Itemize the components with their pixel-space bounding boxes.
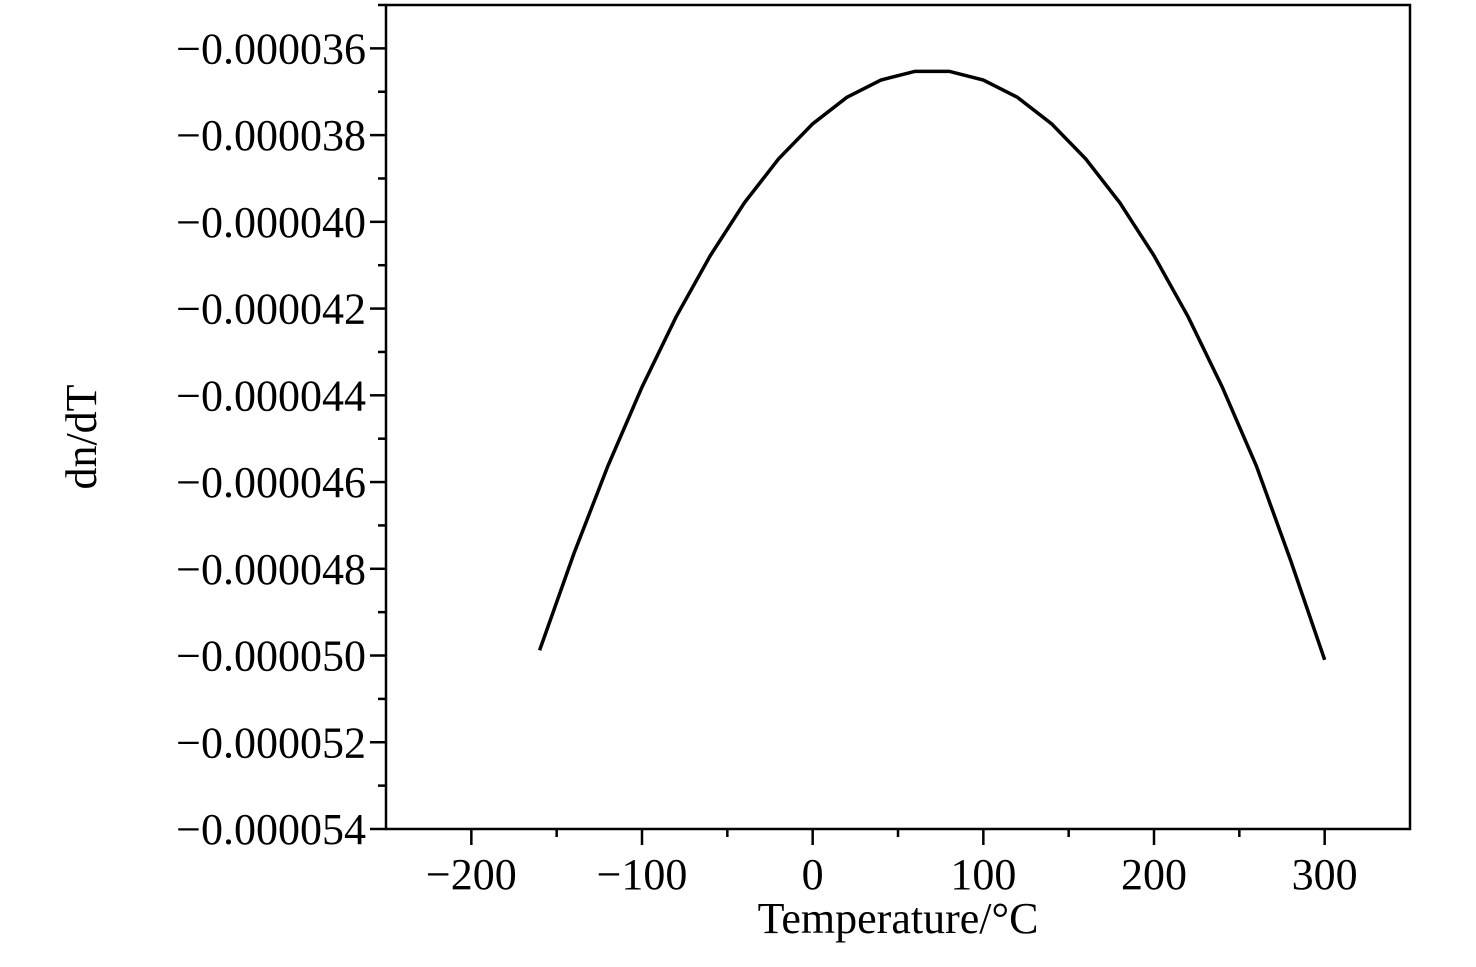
x-tick-label: −200 xyxy=(426,850,517,899)
y-tick-label: −0.000048 xyxy=(176,545,366,594)
x-tick-label: −100 xyxy=(597,850,688,899)
y-tick-label: −0.000036 xyxy=(176,24,366,73)
plot-frame xyxy=(384,3,1412,831)
y-tick-label: −0.000038 xyxy=(176,111,366,160)
data-line xyxy=(537,69,1327,661)
y-tick-label: −0.000050 xyxy=(176,632,366,681)
y-tick-label: −0.000046 xyxy=(176,458,366,507)
x-tick-label: 0 xyxy=(802,850,824,899)
x-tick-label: 200 xyxy=(1121,850,1187,899)
y-tick-label: −0.000044 xyxy=(176,371,366,420)
y-tick-label: −0.000040 xyxy=(176,198,366,247)
x-axis-label: Temperature/°C xyxy=(758,894,1039,943)
x-tick-label: 300 xyxy=(1292,850,1358,899)
y-tick-label: −0.000042 xyxy=(176,285,366,334)
y-tick-label: −0.000054 xyxy=(176,805,366,854)
y-axis-label: dn/dT xyxy=(57,384,106,489)
y-tick-label: −0.000052 xyxy=(176,718,366,767)
x-tick-label: 100 xyxy=(950,850,1016,899)
